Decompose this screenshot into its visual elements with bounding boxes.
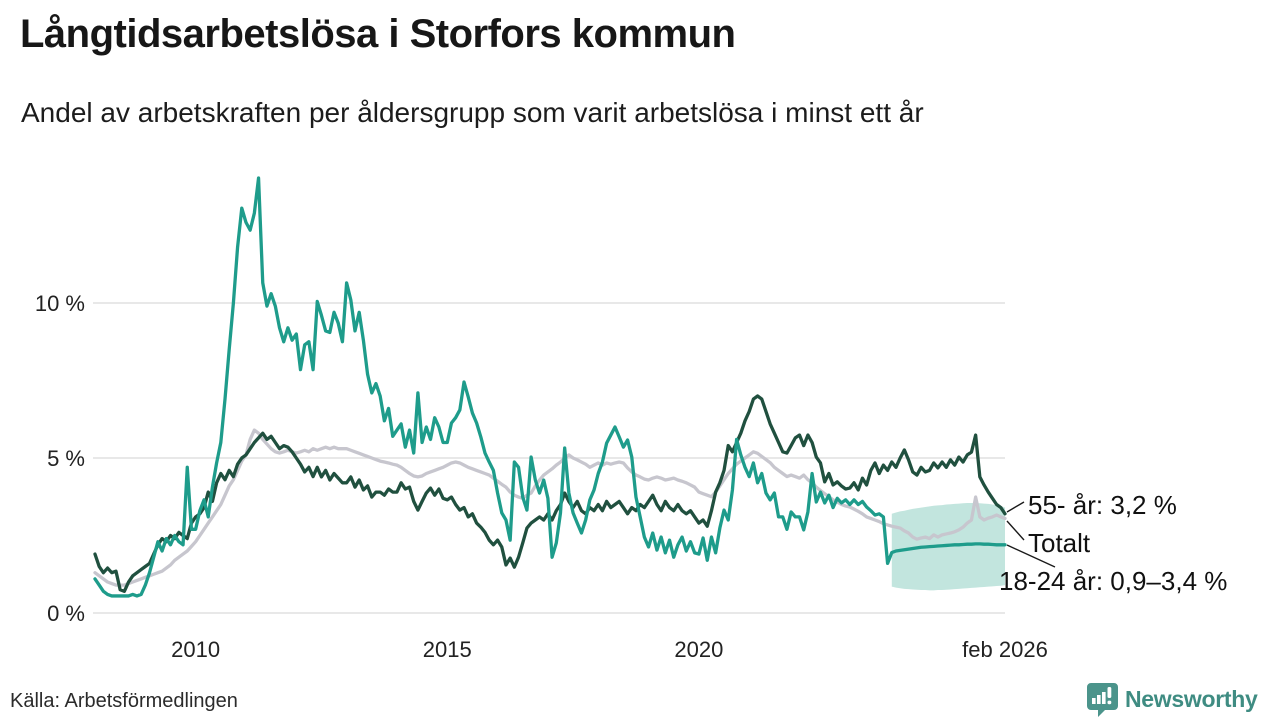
y-tick-label: 10 % xyxy=(35,291,85,316)
series-line-55-r xyxy=(93,394,1007,593)
x-tick-label: 2015 xyxy=(423,637,472,662)
annotation-leader-line xyxy=(1006,544,1056,568)
series-line-18-24-r xyxy=(93,176,1007,598)
annotation-55-ar: 55- år: 3,2 % xyxy=(1028,490,1177,520)
annotation-totalt: Totalt xyxy=(1028,528,1091,558)
y-tick-label: 5 % xyxy=(47,446,85,471)
annotation-leader-line xyxy=(1006,520,1025,541)
x-tick-label: feb 2026 xyxy=(962,637,1048,662)
newsworthy-logo-icon xyxy=(1087,683,1118,717)
page-subtitle: Andel av arbetskraften per åldersgrupp s… xyxy=(21,97,924,128)
annotation-leader-line xyxy=(1006,501,1025,513)
page-title: Långtidsarbetslösa i Storfors kommun xyxy=(20,12,736,56)
newsworthy-logo-text: Newsworthy xyxy=(1125,686,1258,712)
x-tick-label: 2020 xyxy=(674,637,723,662)
x-tick-label: 2010 xyxy=(171,637,220,662)
newsworthy-logo: Newsworthy xyxy=(1086,682,1258,717)
y-tick-label: 0 % xyxy=(47,601,85,626)
source-caption: Källa: Arbetsförmedlingen xyxy=(10,690,238,712)
annotation-18-24-ar: 18-24 år: 0,9–3,4 % xyxy=(999,566,1228,596)
